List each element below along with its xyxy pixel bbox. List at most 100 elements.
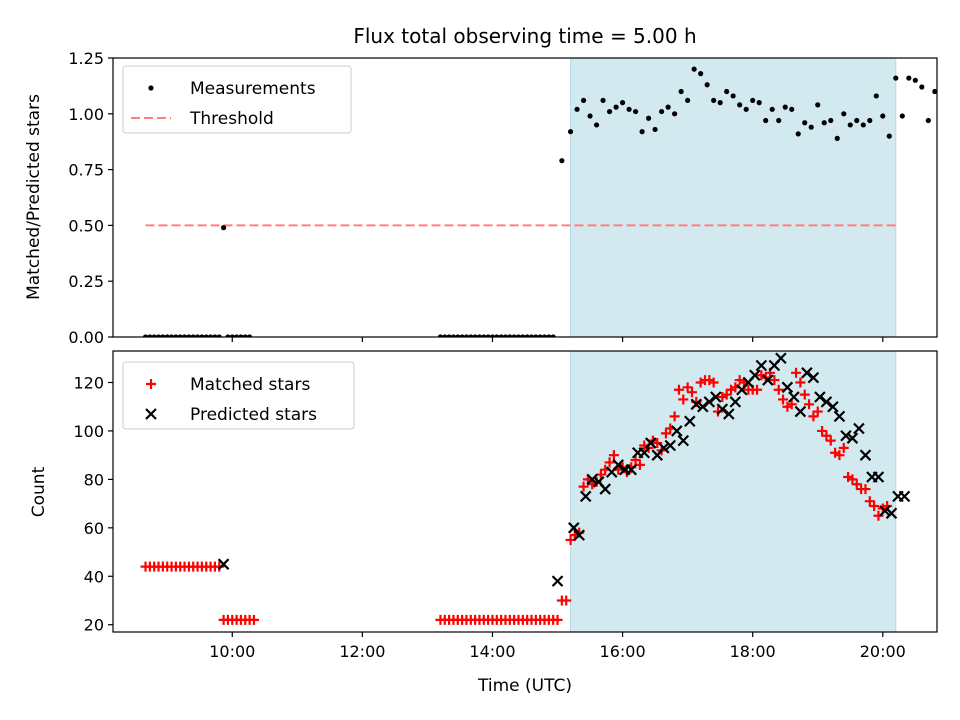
top-series-0-point-77 [724,88,730,95]
bottom-series-0-point-116 [825,435,836,446]
top-series-0-point-58 [600,97,606,104]
top-series-0-point-79 [737,102,743,108]
top-series-0-point-55 [580,97,587,104]
top-series-0-point-56 [587,113,593,119]
bottom-series-0-point-84 [686,387,697,398]
bottom-series-0-point-80 [669,411,680,422]
top-series-0-point-96 [847,122,853,128]
top-series-0-point-63 [632,108,639,115]
bottom-series-0-point-124 [860,484,871,495]
top-legend-label-0: Measurements [190,79,316,99]
bottom-series-1-point-20 [684,415,696,428]
bottom-series-0-point-110 [799,389,810,400]
top-series-0-point-21 [234,334,240,337]
bottom-series-1-point-31 [755,359,768,372]
bottom-legend-label-1: Predicted stars [190,405,317,425]
bottom-series-1-point-43 [833,410,846,423]
top-series-0-point-29 [455,334,461,337]
top-panel: 0.00 0.25 0.50 0.75 1.00 1.25 Measurements Thre… [68,49,950,347]
bottom-series-1-point-21 [690,398,703,411]
top-series-0-point-9 [181,334,188,337]
top-series-0-point-10 [186,334,192,337]
bottom-series-1-point-19 [677,434,690,447]
bottom-series-1-point-46 [853,422,865,435]
top-series-0-point-69 [672,111,678,117]
top-series-0-point-48 [537,334,543,337]
top-series-0-point-59 [606,108,613,115]
bottom-series-1-point-42 [827,400,839,413]
bottom-series-0-point-76 [652,438,663,449]
top-series-0-point-45 [524,334,530,337]
top-series-0-point-47 [533,334,539,337]
top-series-0-point-95 [841,111,847,117]
bottom-series-1-point-47 [859,449,872,461]
bottom-ytick-label-5: 120 [73,373,104,392]
top-series-0-point-36 [485,334,491,337]
top-series-0-point-108 [925,117,931,124]
bottom-y-axis-label: Count [29,466,49,517]
top-series-0-point-105 [906,75,912,81]
bottom-series-0-point-104 [773,384,784,395]
bottom-ytick-label-2: 60 [84,519,104,538]
bottom-series-0-point-127 [873,510,884,521]
top-series-0-point-103 [893,75,899,81]
top-series-0-point-38 [494,334,500,337]
bottom-series-1-point-35 [781,381,794,394]
bottom-xtick-label-2: 14:00 [469,642,515,661]
top-series-0-point-34 [476,334,483,337]
top-series-0-point-74 [704,82,710,88]
bottom-series-1-point-23 [703,396,716,408]
top-plot-area [142,58,950,337]
bottom-series-1-point-24 [710,391,722,403]
top-series-0-point-40 [502,334,509,337]
top-series-0-point-90 [808,124,814,130]
bottom-series-1-point-45 [846,432,859,444]
bottom-xtick-label-4: 18:00 [730,642,776,661]
bottom-shaded-interval [570,351,897,632]
bottom-xtick-label-0: 10:00 [209,642,255,661]
bottom-series-1-point-1 [551,575,564,587]
bottom-series-1-point-3 [573,529,585,541]
top-legend-label-1: Threshold [189,109,274,129]
top-series-0-point-37 [489,334,496,337]
top-series-0-point-25 [437,334,444,337]
top-legend-box [122,65,352,134]
top-frame [112,57,938,338]
top-series-0-point-28 [450,334,457,337]
bottom-legend-marker-0 [146,379,156,389]
top-series-0-point-49 [541,334,548,337]
top-series-0-point-94 [834,135,840,141]
bottom-series-1-point-40 [814,391,826,403]
top-series-0-point-111 [945,125,950,130]
top-series-0-point-46 [528,334,535,337]
bottom-ytick-label-3: 80 [84,470,104,489]
top-series-0-point-72 [691,66,697,72]
bottom-series-1-point-18 [671,425,683,437]
top-series-0-point-17 [216,334,222,337]
bottom-series-0-point-66 [608,450,619,461]
top-series-0-point-100 [873,93,879,99]
bottom-series-0-point-111 [804,399,815,410]
top-series-0-point-102 [886,133,892,139]
top-ytick-label-3: 0.75 [68,161,104,180]
bottom-series-1-point-14 [644,437,657,449]
top-series-0-point-27 [446,334,452,337]
bottom-series-1-point-36 [788,391,800,403]
top-series-0-point-51 [550,334,556,337]
bottom-legend-marker-1 [145,408,157,420]
bottom-series-0-point-126 [869,501,880,512]
bottom-series-0-point-65 [604,457,615,468]
top-series-0-point-106 [912,77,918,83]
bottom-series-0-point-105 [778,394,789,405]
top-series-0-point-80 [743,106,749,112]
bottom-series-0-point-109 [795,377,806,388]
top-series-0-point-32 [468,334,474,337]
top-series-0-point-86 [782,104,788,110]
bottom-xtick-label-5: 20:00 [860,642,906,661]
bottom-series-0-point-108 [791,367,802,378]
bottom-series-0-point-107 [786,399,797,410]
top-series-0-point-88 [795,131,801,137]
top-series-0-point-6 [168,334,175,337]
bottom-series-0-point-118 [834,450,845,461]
